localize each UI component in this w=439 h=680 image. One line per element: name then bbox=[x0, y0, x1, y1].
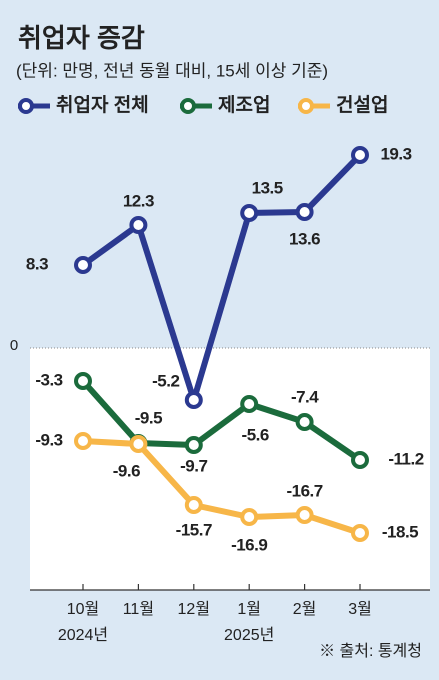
legend-label: 취업자 전체 bbox=[56, 94, 149, 116]
legend-label: 건설업 bbox=[336, 94, 388, 116]
point bbox=[240, 395, 259, 413]
legend-marker bbox=[298, 98, 314, 114]
value-label: -5.6 bbox=[242, 425, 269, 444]
value-label: -15.7 bbox=[176, 520, 212, 539]
point bbox=[351, 524, 369, 542]
value-label: 13.5 bbox=[252, 178, 283, 197]
x-tick-label: 12월 bbox=[178, 600, 211, 618]
x-year-label: 2025년 bbox=[224, 626, 274, 644]
value-label: -5.2 bbox=[152, 371, 179, 390]
x-tick-label: 10월 bbox=[67, 600, 100, 618]
value-label: -11.2 bbox=[388, 449, 423, 468]
point bbox=[351, 451, 369, 469]
legend-label: 제조업 bbox=[218, 94, 270, 116]
value-label: 8.3 bbox=[26, 254, 48, 273]
point bbox=[295, 203, 314, 221]
point bbox=[129, 216, 148, 234]
x-tick-label: 3월 bbox=[348, 600, 372, 618]
value-label: 13.6 bbox=[289, 229, 320, 248]
value-label: -7.4 bbox=[291, 387, 319, 406]
chart-subtitle: (단위: 만명, 전년 동월 대비, 15세 이상 기준) bbox=[16, 61, 328, 80]
point bbox=[74, 256, 92, 274]
point bbox=[184, 391, 203, 409]
value-label: -9.3 bbox=[35, 430, 62, 449]
value-label: -3.3 bbox=[35, 370, 62, 389]
series-line bbox=[80, 379, 362, 463]
value-label: -18.5 bbox=[382, 522, 418, 541]
point bbox=[295, 506, 314, 524]
point bbox=[74, 432, 92, 450]
x-year-label: 2024년 bbox=[58, 626, 108, 644]
source: ※ 출처: 통계청 bbox=[319, 642, 422, 660]
point bbox=[240, 204, 259, 222]
value-label: -9.7 bbox=[180, 456, 207, 475]
chart-title: 취업자 증감 bbox=[18, 23, 145, 53]
point bbox=[129, 435, 148, 453]
point bbox=[295, 413, 314, 431]
value-label: -9.6 bbox=[113, 461, 140, 480]
value-label: 12.3 bbox=[123, 191, 154, 210]
series-line bbox=[82, 438, 361, 536]
value-label: -16.7 bbox=[286, 481, 322, 500]
point bbox=[351, 146, 369, 164]
plot-area bbox=[30, 348, 430, 590]
point bbox=[184, 436, 203, 454]
value-label: -16.9 bbox=[231, 535, 267, 554]
y-tick-label: 0 bbox=[10, 337, 18, 354]
x-tick-label: 11월 bbox=[123, 600, 154, 618]
series-line bbox=[81, 152, 363, 403]
value-label: 19.3 bbox=[380, 144, 411, 163]
x-tick-label: 2월 bbox=[293, 600, 317, 618]
legend-marker bbox=[18, 98, 34, 114]
value-label: -9.5 bbox=[135, 408, 162, 427]
point bbox=[74, 372, 92, 390]
legend-marker bbox=[180, 98, 196, 114]
x-tick-label: 1월 bbox=[237, 600, 261, 618]
point bbox=[240, 508, 259, 526]
point bbox=[184, 496, 203, 514]
